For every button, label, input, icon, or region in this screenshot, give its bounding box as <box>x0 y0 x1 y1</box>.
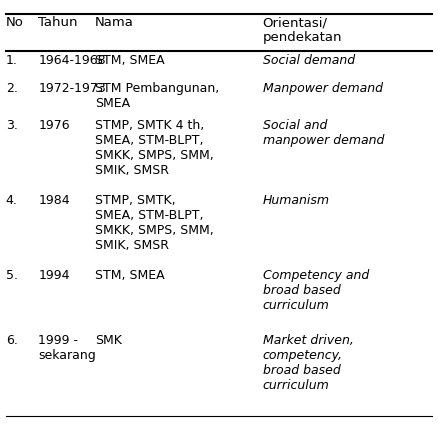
Text: Social and
manpower demand: Social and manpower demand <box>262 119 384 147</box>
Text: Market driven,
competency,
broad based
curriculum: Market driven, competency, broad based c… <box>262 334 353 392</box>
Text: 1964-1968: 1964-1968 <box>39 54 106 66</box>
Text: STM, SMEA: STM, SMEA <box>95 54 165 66</box>
Text: 5.: 5. <box>6 269 18 282</box>
Text: 3.: 3. <box>6 119 18 132</box>
Text: 6.: 6. <box>6 334 18 347</box>
Text: STMP, SMTK 4 th,
SMEA, STM-BLPT,
SMKK, SMPS, SMM,
SMIK, SMSR: STMP, SMTK 4 th, SMEA, STM-BLPT, SMKK, S… <box>95 119 214 177</box>
Text: Nama: Nama <box>95 16 134 29</box>
Text: STM Pembangunan,
SMEA: STM Pembangunan, SMEA <box>95 82 219 109</box>
Text: 1.: 1. <box>6 54 18 66</box>
Text: Orientasi/
pendekatan: Orientasi/ pendekatan <box>262 16 342 44</box>
Text: Competency and
broad based
curriculum: Competency and broad based curriculum <box>262 269 369 312</box>
Text: Humanism: Humanism <box>262 194 329 207</box>
Text: STMP, SMTK,
SMEA, STM-BLPT,
SMKK, SMPS, SMM,
SMIK, SMSR: STMP, SMTK, SMEA, STM-BLPT, SMKK, SMPS, … <box>95 194 214 252</box>
Text: 1999 -
sekarang: 1999 - sekarang <box>39 334 96 362</box>
Text: 1972-1973: 1972-1973 <box>39 82 106 95</box>
Text: 2.: 2. <box>6 82 18 95</box>
Text: Tahun: Tahun <box>39 16 78 29</box>
Text: STM, SMEA: STM, SMEA <box>95 269 165 282</box>
Text: 1984: 1984 <box>39 194 70 207</box>
Text: 1976: 1976 <box>39 119 70 132</box>
Text: No: No <box>6 16 24 29</box>
Text: SMK: SMK <box>95 334 122 347</box>
Text: 4.: 4. <box>6 194 18 207</box>
Text: 1994: 1994 <box>39 269 70 282</box>
Text: Social demand: Social demand <box>262 54 355 66</box>
Text: Manpower demand: Manpower demand <box>262 82 382 95</box>
